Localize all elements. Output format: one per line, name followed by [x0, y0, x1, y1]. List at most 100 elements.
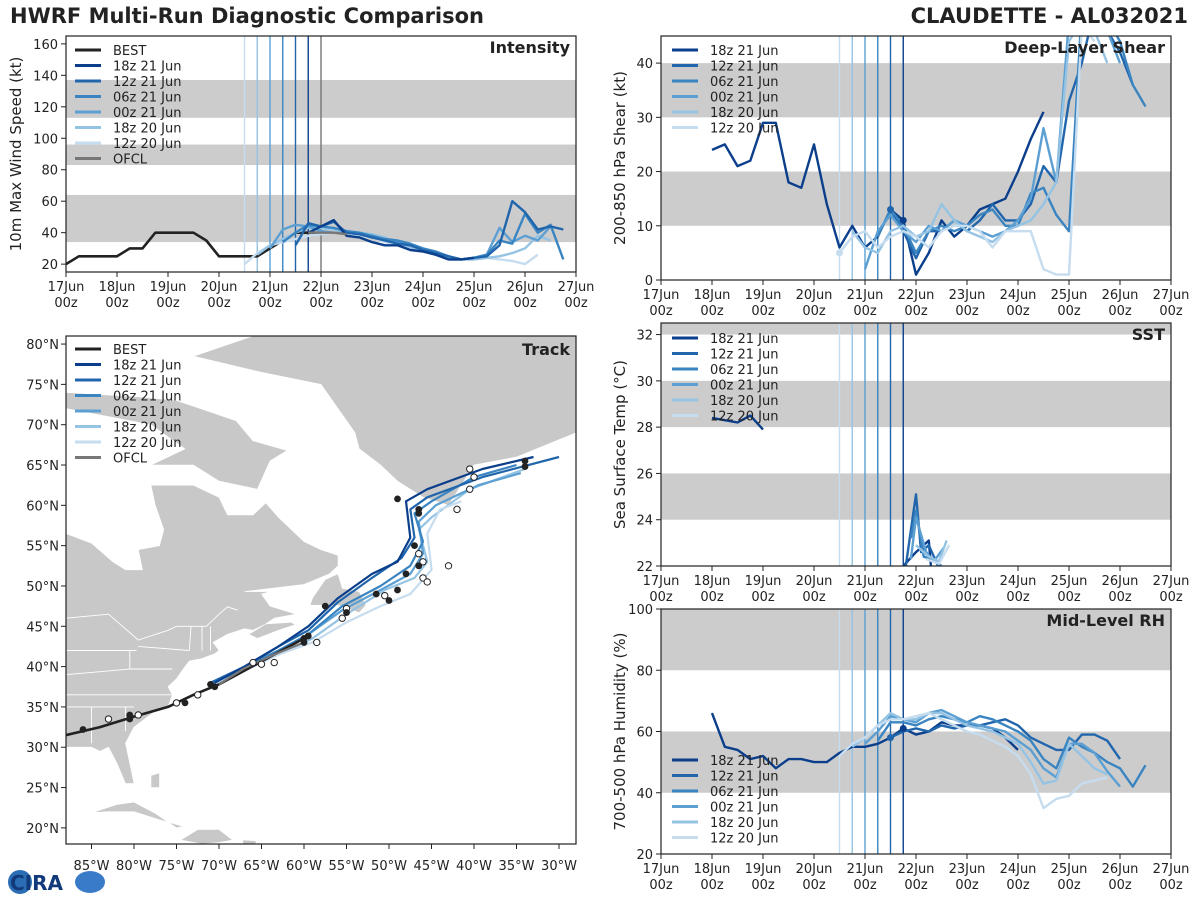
y-tick-label: 55°N	[26, 540, 59, 555]
track-line-18z-21-jun	[214, 455, 534, 684]
legend-label: 12z 20 Jun	[710, 832, 779, 847]
y-tick-label: 60	[41, 195, 58, 210]
x-tick-label-hour: 00z	[853, 590, 877, 605]
y-tick-label: 30°N	[26, 741, 59, 756]
x-tick-label-day: 24Jun	[1000, 288, 1037, 303]
legend-label: 18z 20 Jun	[710, 394, 779, 409]
state-border	[138, 645, 190, 651]
x-tick-label-hour: 00z	[700, 304, 724, 319]
track-point-open	[104, 715, 113, 723]
track-point-filled	[211, 683, 219, 691]
x-tick-label-hour: 00z	[207, 296, 231, 311]
track-point-filled	[372, 590, 380, 598]
panel-intensity: 20 40 60 80 100 120 140 160 10m Max Wind Speed (…	[7, 35, 594, 311]
track-point-filled	[343, 609, 350, 616]
x-tick-label-day: 25Jun	[1051, 288, 1088, 303]
track-point-filled	[304, 632, 312, 640]
legend-label: 18z 20 Jun	[710, 106, 779, 121]
y-tick-label: 32	[636, 329, 653, 344]
x-tick-label-hour: 00z	[649, 878, 673, 893]
plot-frame	[65, 335, 577, 845]
x-tick-label-day: 19Jun	[150, 280, 187, 295]
x-tick-label-hour: 00z	[955, 878, 979, 893]
x-tick-label: 35°W	[499, 859, 535, 874]
series-line-00z-21-jun	[909, 516, 945, 563]
x-tick-label-day: 18Jun	[99, 280, 136, 295]
x-tick-label-day: 26Jun	[1102, 288, 1139, 303]
y-tick-label: 20	[636, 848, 653, 863]
x-tick-label-day: 18Jun	[694, 574, 731, 589]
series-line-18z-20-jun	[851, 711, 1108, 785]
x-tick-label-day: 21Jun	[252, 280, 289, 295]
track-point-open	[249, 658, 257, 667]
land-mass	[242, 839, 257, 844]
x-tick-label-day: 24Jun	[1000, 574, 1037, 589]
x-tick-label-hour: 00z	[904, 590, 928, 605]
panel-track: 85°W 80°W 75°W 70°W 65°W 60°W 55°W 50°W 45°W 40°W…	[26, 335, 577, 874]
legend-label: 12z 20 Jun	[710, 122, 779, 137]
x-tick-label-day: 22Jun	[898, 862, 935, 877]
series-line-12z-20-jun	[838, 36, 1096, 276]
threshold-band	[661, 171, 1171, 226]
cira-logo: CIRA	[8, 870, 105, 895]
legend-label: 06z 21 Jun	[113, 91, 182, 106]
y-tick-label: 40	[636, 57, 653, 72]
x-tick-label: 50°W	[371, 859, 407, 874]
series-line-00z-21-jun	[863, 36, 1122, 270]
y-tick-label: 65°N	[26, 459, 59, 474]
y-tick-label: 20°N	[26, 822, 59, 837]
logo-text: CIRA	[10, 871, 64, 895]
x-tick-label-day: 24Jun	[1000, 862, 1037, 877]
threshold-band	[661, 63, 1171, 118]
map-area	[66, 336, 576, 844]
y-tick-label: 100	[628, 603, 653, 618]
y-tick-label: 160	[33, 38, 58, 53]
y-tick-label: 24	[636, 514, 653, 529]
x-tick-label-day: 20Jun	[201, 280, 238, 295]
series-line-06z-21-jun	[876, 715, 1147, 788]
x-tick-label-day: 25Jun	[1051, 574, 1088, 589]
plot-area	[66, 36, 576, 272]
x-tick-label: 75°W	[159, 859, 195, 874]
x-tick-label-day: 27Jun	[1153, 574, 1190, 589]
track-point-open	[470, 473, 478, 481]
x-tick-label-hour: 00z	[411, 296, 435, 311]
legend-label: 00z 21 Jun	[710, 801, 779, 816]
series-line-18z-20-jun	[915, 540, 948, 563]
track-point-open	[415, 550, 423, 558]
x-tick-label-day: 26Jun	[1102, 862, 1139, 877]
track-point-open	[466, 465, 474, 473]
x-tick-label-day: 19Jun	[745, 288, 782, 303]
x-tick-label-day: 21Jun	[847, 288, 884, 303]
x-tick-label-hour: 00z	[1057, 878, 1081, 893]
x-tick-label-hour: 00z	[904, 304, 928, 319]
y-tick-label: 35°N	[26, 701, 59, 716]
x-tick-label: 30°W	[541, 859, 577, 874]
x-tick-label: 80°W	[116, 859, 152, 874]
y-tick-label: 40	[636, 787, 653, 802]
y-tick-label: 120	[33, 101, 58, 116]
x-tick-label-day: 26Jun	[1102, 574, 1139, 589]
track-point-open	[423, 578, 431, 586]
legend-label: 18z 21 Jun	[710, 754, 779, 769]
track-point-filled	[521, 457, 529, 465]
y-tick-label: 80	[636, 664, 653, 679]
legend-label: 18z 20 Jun	[113, 421, 182, 436]
track-point-open	[453, 505, 461, 514]
logo-emblem-icon	[75, 871, 105, 893]
series-marker-12z-21-jun	[887, 206, 894, 214]
y-tick-label: 26	[636, 467, 653, 482]
track-point-filled	[394, 586, 401, 594]
y-tick-label: 100	[33, 132, 58, 147]
y-tick-label: 80	[41, 164, 58, 179]
y-tick-label: 28	[636, 421, 653, 436]
x-tick-label: 65°W	[244, 859, 280, 874]
legend-label: 06z 21 Jun	[710, 785, 779, 800]
x-tick-label-day: 21Jun	[847, 862, 884, 877]
x-tick-label-day: 17Jun	[643, 574, 680, 589]
x-tick-label-day: 19Jun	[745, 862, 782, 877]
y-axis-label: 10m Max Wind Speed (kt)	[7, 57, 25, 252]
x-tick-label-day: 18Jun	[694, 288, 731, 303]
